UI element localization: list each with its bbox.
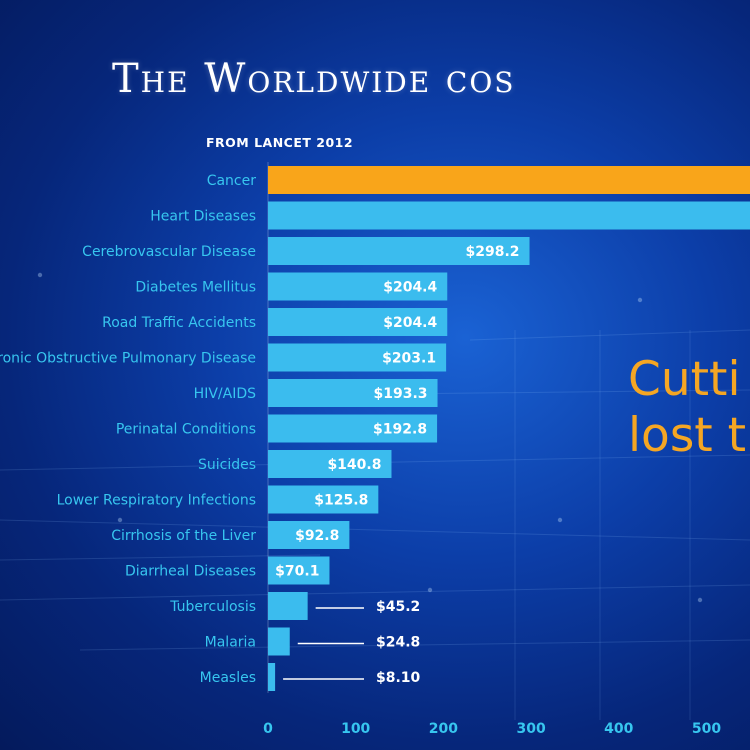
- x-tick-label: 0: [263, 721, 273, 737]
- bar: [268, 201, 750, 230]
- chart-title: The Worldwide cos: [112, 56, 516, 102]
- x-tick-label: 500: [692, 721, 721, 737]
- bar: [268, 237, 530, 265]
- overlay-line-1: Cutti: [628, 352, 741, 407]
- category-label: Malaria: [205, 635, 256, 651]
- category-label: Diabetes Mellitus: [135, 280, 256, 296]
- category-label: Cancer: [207, 173, 257, 189]
- x-tick-label: 400: [604, 721, 633, 737]
- sparkle-dot: [117, 517, 123, 523]
- category-label: Road Traffic Accidents: [102, 315, 256, 331]
- grid-decoration-line: [469, 329, 750, 341]
- value-label: $70.1: [275, 564, 319, 580]
- value-label: $140.8: [327, 457, 381, 473]
- category-label: Perinatal Conditions: [116, 422, 256, 438]
- value-label: $8.10: [376, 670, 421, 686]
- value-label: $203.1: [382, 351, 436, 367]
- category-label: Diarrheal Diseases: [125, 564, 256, 580]
- bar: [268, 166, 750, 194]
- sparkle-dot: [697, 597, 703, 603]
- bar: [268, 379, 438, 407]
- x-tick-label: 100: [341, 721, 370, 737]
- bar: [268, 485, 379, 514]
- grid-decoration-line: [0, 554, 321, 561]
- bar: [268, 450, 392, 478]
- sparkle-dot: [557, 517, 563, 523]
- category-label: Tuberculosis: [169, 599, 256, 615]
- category-label: Lower Respiratory Infections: [57, 493, 256, 509]
- sparkle-dot: [637, 297, 643, 303]
- grid-decoration-line: [0, 519, 750, 541]
- bar: [268, 308, 448, 336]
- category-label: Measles: [200, 670, 256, 686]
- value-label: $204.4: [383, 315, 437, 331]
- sparkle-dot: [37, 272, 43, 278]
- grid-decoration-line: [79, 639, 750, 651]
- value-label: $24.8: [376, 635, 420, 651]
- bar: [268, 414, 438, 443]
- bar: [268, 663, 276, 691]
- value-label: $204.4: [383, 280, 437, 296]
- bar: [268, 556, 330, 585]
- value-label: $125.8: [314, 493, 368, 509]
- overlay-caption: Cutti lost t: [628, 352, 746, 464]
- category-label: Cirrhosis of the Liver: [111, 528, 256, 544]
- bar: [268, 272, 448, 301]
- chart-subtitle: FROM LANCET 2012: [206, 135, 354, 150]
- category-label: Cerebrovascular Disease: [82, 244, 256, 260]
- grid-decoration-line: [0, 584, 750, 601]
- category-label: Suicides: [198, 457, 256, 473]
- x-tick-label: 300: [516, 721, 545, 737]
- value-label: $193.3: [373, 386, 427, 402]
- category-label: HIV/AIDS: [194, 386, 256, 402]
- category-label: ronic Obstructive Pulmonary Disease: [0, 351, 256, 367]
- value-label: $298.2: [465, 244, 519, 260]
- bar: [268, 592, 308, 620]
- value-label: $192.8: [373, 422, 427, 438]
- bar: [268, 343, 447, 372]
- overlay-line-2: lost t: [628, 408, 747, 463]
- category-label: Heart Diseases: [150, 209, 256, 225]
- bar: [268, 521, 350, 549]
- x-tick-label: 200: [429, 721, 458, 737]
- value-label: $92.8: [295, 528, 339, 544]
- value-label: $45.2: [376, 599, 420, 615]
- bar: [268, 627, 290, 656]
- sparkle-dot: [427, 587, 433, 593]
